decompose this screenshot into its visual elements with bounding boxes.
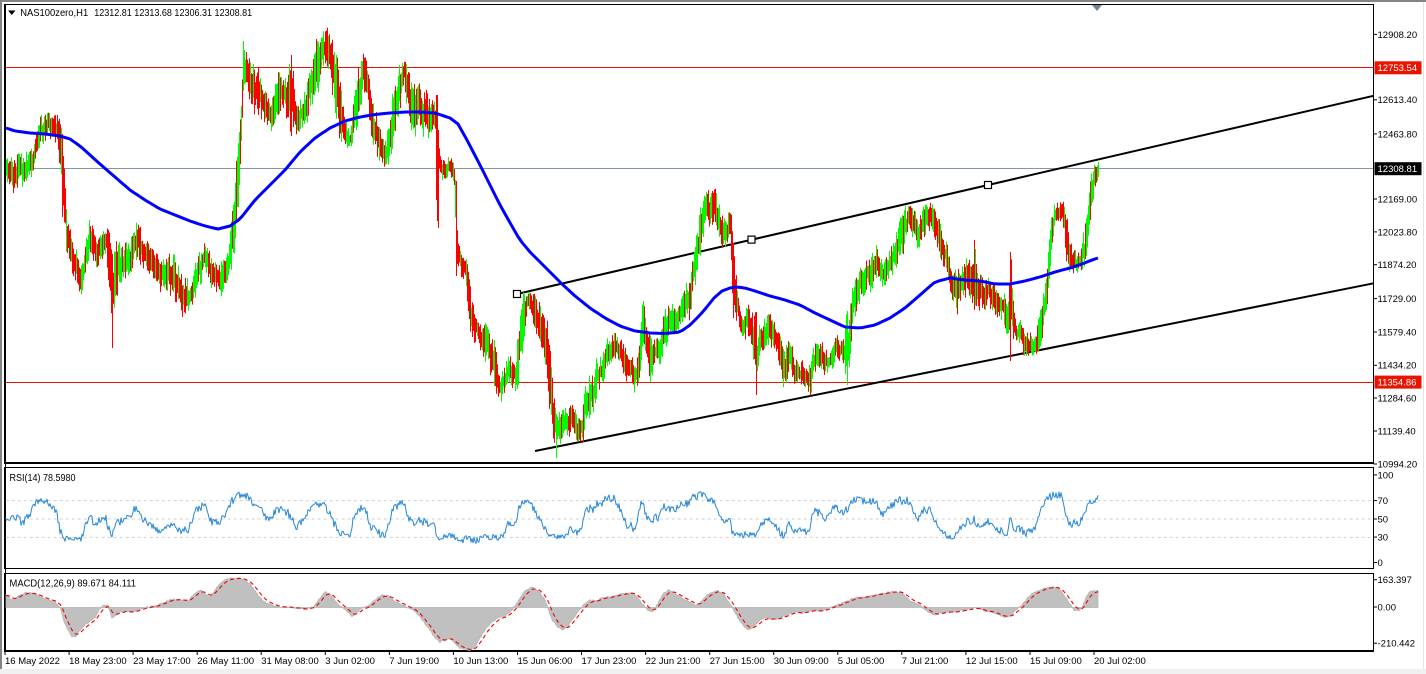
svg-text:12463.80: 12463.80 bbox=[1378, 129, 1418, 140]
svg-text:26 May 11:00: 26 May 11:00 bbox=[197, 656, 254, 667]
svg-text:5 Jul 05:00: 5 Jul 05:00 bbox=[838, 656, 884, 667]
svg-text:7 Jul 21:00: 7 Jul 21:00 bbox=[902, 656, 948, 667]
svg-text:-210.442: -210.442 bbox=[1378, 639, 1416, 650]
svg-text:MACD(12,26,9) 89.671 84.111: MACD(12,26,9) 89.671 84.111 bbox=[10, 579, 137, 590]
svg-text:NAS100zero,H1: NAS100zero,H1 bbox=[20, 8, 88, 19]
svg-text:30: 30 bbox=[1378, 533, 1389, 544]
svg-text:10994.20: 10994.20 bbox=[1378, 459, 1418, 470]
svg-text:12169.00: 12169.00 bbox=[1378, 194, 1418, 205]
svg-text:12613.40: 12613.40 bbox=[1378, 95, 1418, 106]
svg-text:12753.54: 12753.54 bbox=[1378, 63, 1418, 74]
svg-text:30 Jun 09:00: 30 Jun 09:00 bbox=[774, 656, 829, 667]
svg-text:0.00: 0.00 bbox=[1378, 602, 1397, 613]
svg-text:12312.81 12313.68 12306.31 123: 12312.81 12313.68 12306.31 12308.81 bbox=[94, 8, 252, 19]
svg-text:17 Jun 23:00: 17 Jun 23:00 bbox=[582, 656, 637, 667]
svg-text:12308.81: 12308.81 bbox=[1378, 164, 1418, 175]
svg-text:RSI(14) 78.5980: RSI(14) 78.5980 bbox=[10, 473, 76, 484]
svg-text:27 Jun 15:00: 27 Jun 15:00 bbox=[710, 656, 765, 667]
svg-text:22 Jun 21:00: 22 Jun 21:00 bbox=[646, 656, 701, 667]
svg-text:18 May 23:00: 18 May 23:00 bbox=[69, 656, 127, 667]
svg-text:11354.86: 11354.86 bbox=[1378, 378, 1417, 389]
svg-text:16 May 2022: 16 May 2022 bbox=[5, 656, 60, 667]
svg-text:7 Jun 19:00: 7 Jun 19:00 bbox=[389, 656, 439, 667]
svg-text:11139.40: 11139.40 bbox=[1378, 426, 1416, 437]
svg-text:11284.60: 11284.60 bbox=[1378, 393, 1417, 404]
svg-text:12908.20: 12908.20 bbox=[1378, 30, 1418, 41]
svg-text:3 Jun 02:00: 3 Jun 02:00 bbox=[325, 656, 375, 667]
svg-text:0: 0 bbox=[1378, 558, 1383, 569]
svg-text:70: 70 bbox=[1378, 496, 1389, 507]
svg-text:11434.20: 11434.20 bbox=[1378, 361, 1417, 372]
svg-text:11729.00: 11729.00 bbox=[1378, 294, 1417, 305]
svg-text:31 May 08:00: 31 May 08:00 bbox=[261, 656, 319, 667]
svg-text:10 Jun 13:00: 10 Jun 13:00 bbox=[453, 656, 508, 667]
svg-text:15 Jul 09:00: 15 Jul 09:00 bbox=[1030, 656, 1082, 667]
svg-text:15 Jun 06:00: 15 Jun 06:00 bbox=[518, 656, 573, 667]
svg-text:50: 50 bbox=[1378, 514, 1389, 525]
svg-text:23 May 17:00: 23 May 17:00 bbox=[133, 656, 191, 667]
svg-text:163.397: 163.397 bbox=[1378, 575, 1412, 586]
svg-text:12 Jul 15:00: 12 Jul 15:00 bbox=[966, 656, 1018, 667]
svg-text:100: 100 bbox=[1378, 470, 1394, 481]
svg-text:20 Jul 02:00: 20 Jul 02:00 bbox=[1094, 656, 1146, 667]
svg-text:11874.20: 11874.20 bbox=[1378, 260, 1417, 271]
svg-text:12023.80: 12023.80 bbox=[1378, 227, 1418, 238]
svg-text:11579.40: 11579.40 bbox=[1378, 327, 1417, 338]
